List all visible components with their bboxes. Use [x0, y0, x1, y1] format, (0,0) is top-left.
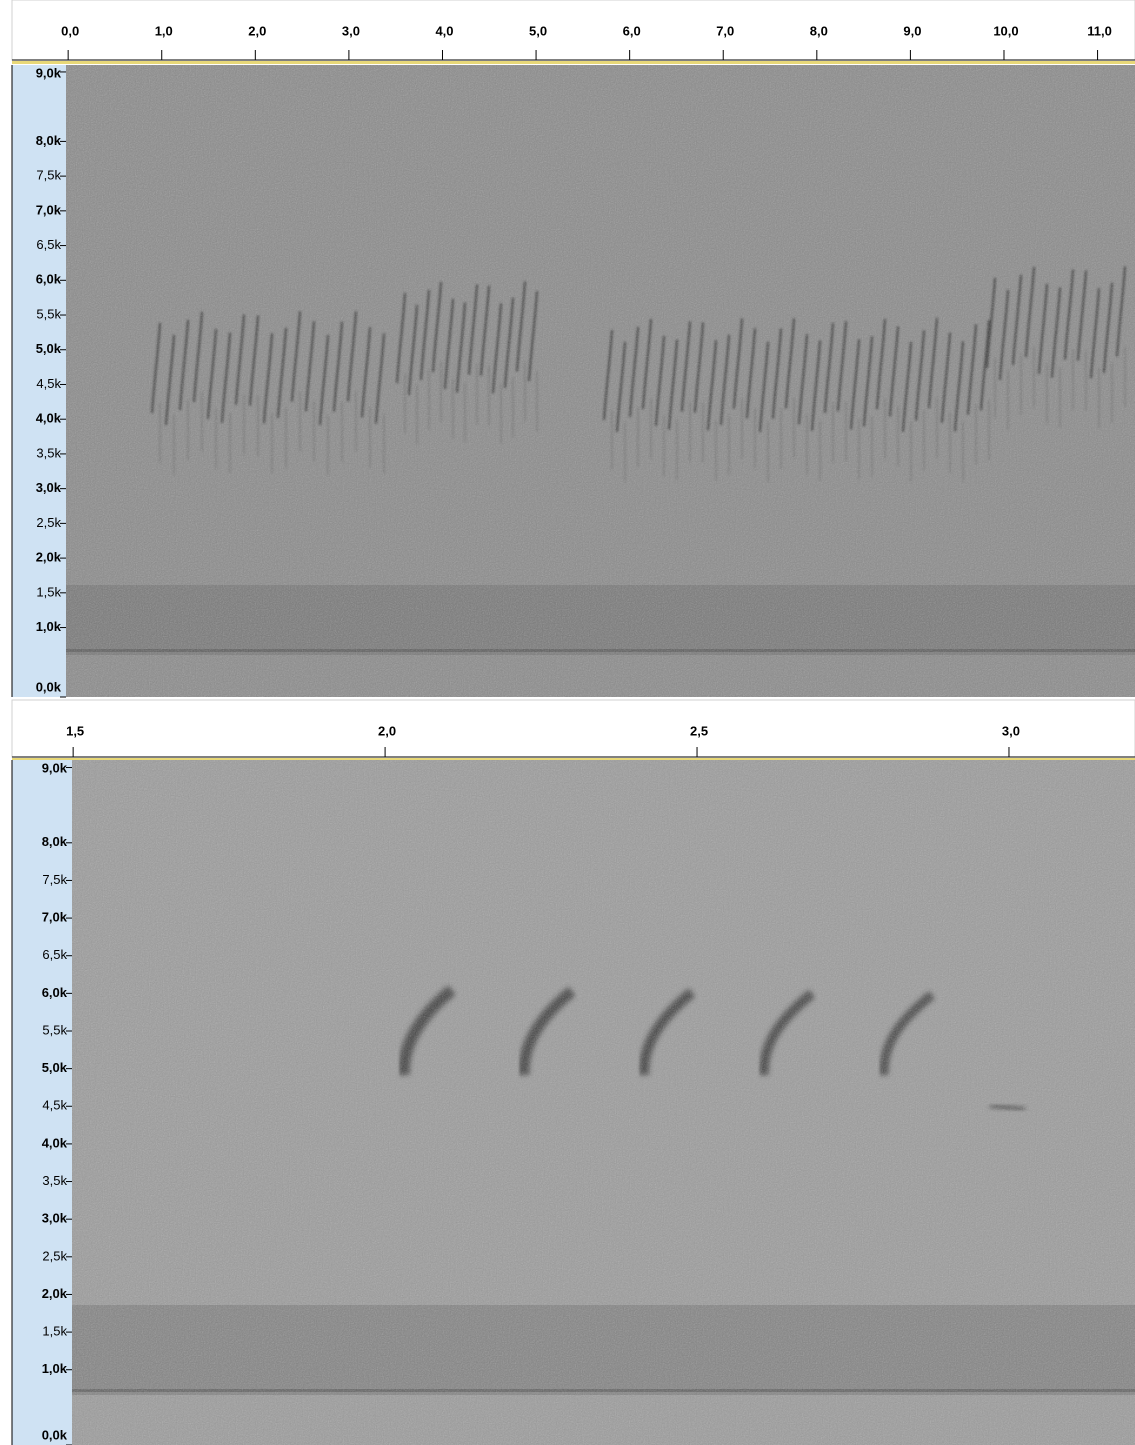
time-ruler: [11, 699, 1135, 758]
y-tick-label: 0,0k: [42, 1427, 68, 1442]
y-tick-label: 0,0k: [36, 679, 62, 694]
x-tick-label: 3,0: [342, 23, 360, 38]
y-tick-label: 7,0k: [36, 202, 62, 217]
ruler-highlight: [12, 61, 1135, 64]
time-ruler: [11, 0, 1135, 61]
y-tick-label: 2,0k: [36, 550, 62, 565]
y-tick-label: 5,0k: [36, 341, 62, 356]
x-tick-label: 0,0: [61, 23, 79, 38]
x-tick-label: 3,0: [1002, 723, 1020, 738]
y-tick-label: 4,0k: [36, 411, 62, 426]
y-tick-label: 7,0k: [42, 910, 68, 925]
x-tick-label: 8,0: [810, 23, 828, 38]
y-tick-label: 1,5k: [42, 1324, 67, 1339]
y-tick-label: 9,0k: [42, 760, 68, 775]
x-tick-label: 9,0: [903, 23, 921, 38]
y-tick-label: 3,5k: [42, 1173, 67, 1188]
freq-ruler: [12, 65, 66, 697]
y-tick-label: 3,5k: [36, 445, 61, 460]
freq-ruler: [12, 760, 72, 1445]
y-tick-label: 2,5k: [42, 1248, 67, 1263]
x-tick-label: 11,0: [1087, 23, 1112, 38]
y-tick-label: 2,0k: [42, 1286, 68, 1301]
y-tick-label: 7,5k: [36, 168, 61, 183]
y-tick-label: 3,0k: [36, 480, 62, 495]
y-tick-label: 5,5k: [36, 306, 61, 321]
y-tick-label: 9,0k: [36, 65, 62, 80]
y-tick-label: 6,5k: [42, 947, 67, 962]
x-tick-label: 7,0: [716, 23, 734, 38]
y-tick-label: 5,0k: [42, 1060, 68, 1075]
y-tick-label: 4,0k: [42, 1135, 68, 1150]
y-tick-label: 4,5k: [42, 1098, 67, 1113]
noise: [72, 760, 1135, 1445]
y-tick-label: 5,5k: [42, 1022, 67, 1037]
y-tick-label: 7,5k: [42, 872, 67, 887]
y-tick-label: 4,5k: [36, 376, 61, 391]
x-tick-label: 10,0: [993, 23, 1018, 38]
x-tick-label: 6,0: [623, 23, 641, 38]
y-tick-label: 3,0k: [42, 1211, 68, 1226]
ruler-highlight: [12, 758, 1135, 761]
y-tick-label: 1,0k: [42, 1361, 68, 1376]
y-tick-label: 6,0k: [42, 985, 68, 1000]
x-tick-label: 5,0: [529, 23, 547, 38]
y-tick-label: 8,0k: [42, 834, 68, 849]
noise: [66, 65, 1135, 697]
y-tick-label: 2,5k: [36, 515, 61, 530]
x-tick-label: 2,0: [248, 23, 266, 38]
x-tick-label: 2,5: [690, 723, 708, 738]
x-tick-label: 1,0: [155, 23, 173, 38]
y-tick-label: 1,0k: [36, 619, 62, 634]
x-tick-label: 4,0: [435, 23, 453, 38]
x-tick-label: 1,5: [66, 723, 84, 738]
y-tick-label: 1,5k: [36, 584, 61, 599]
x-tick-label: 2,0: [378, 723, 396, 738]
y-tick-label: 6,0k: [36, 272, 62, 287]
y-tick-label: 6,5k: [36, 237, 61, 252]
y-tick-label: 8,0k: [36, 133, 62, 148]
